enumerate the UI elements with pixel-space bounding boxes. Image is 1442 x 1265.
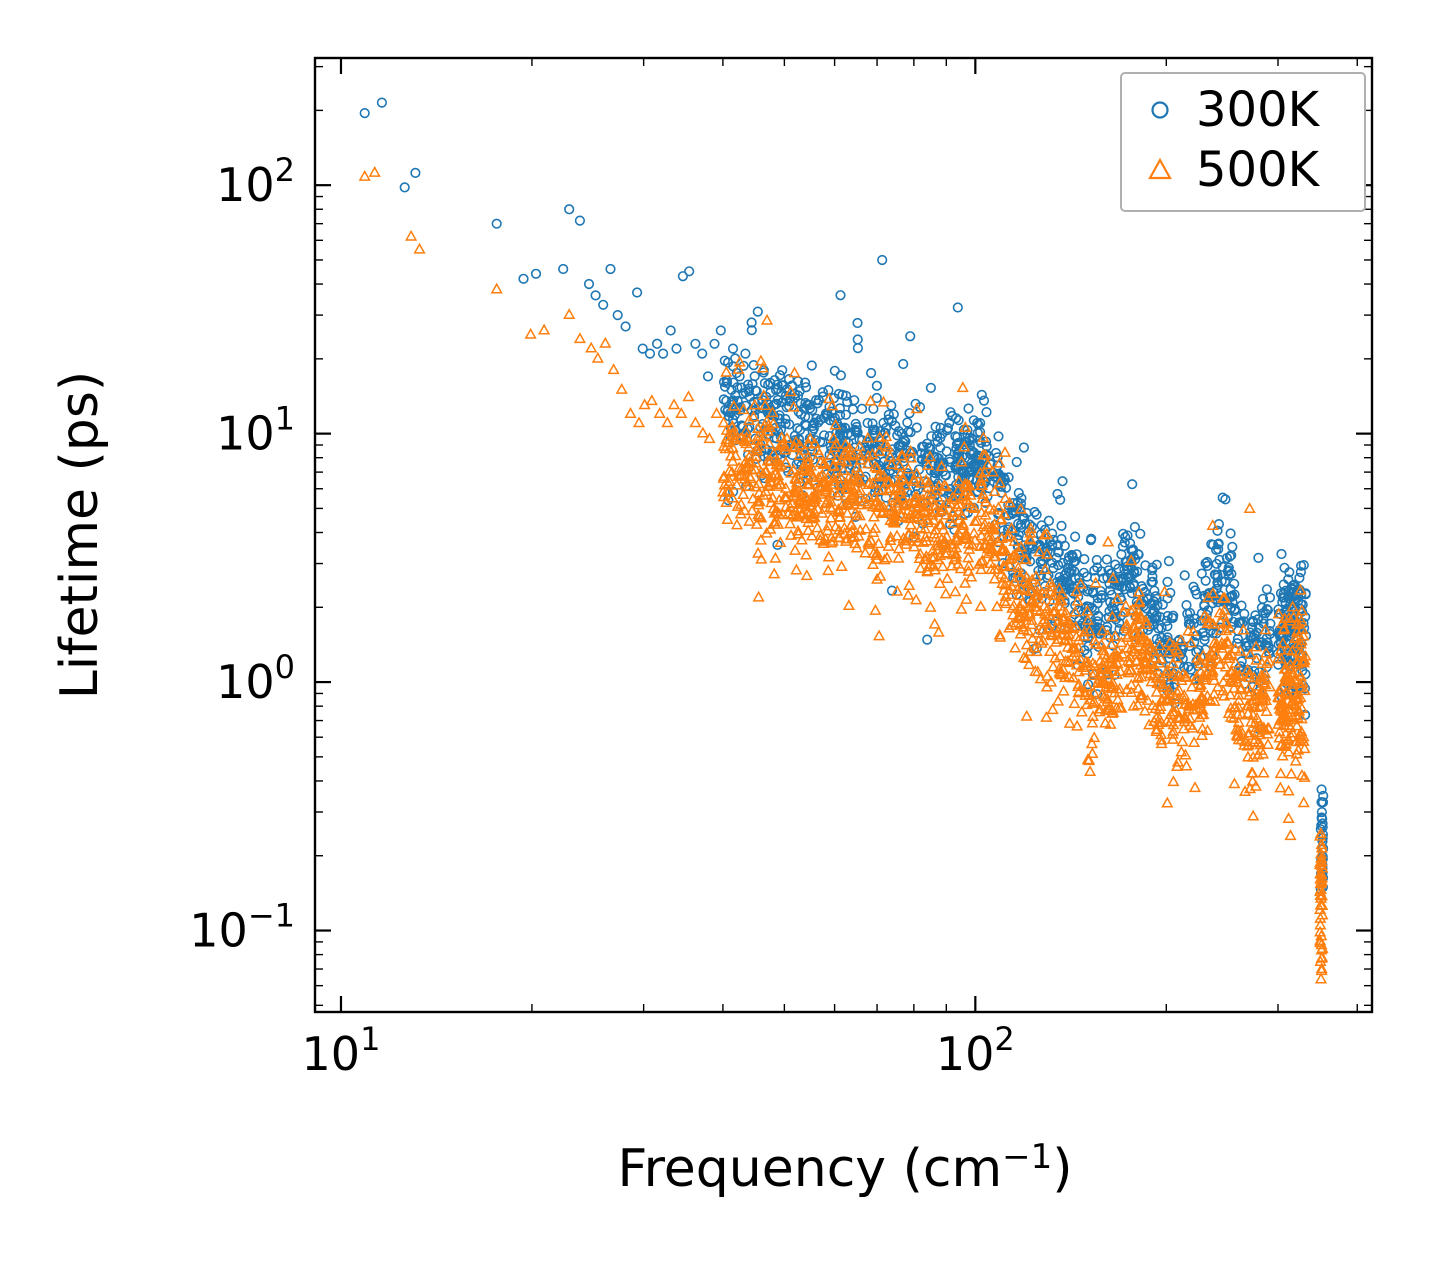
x-axis-label-close: )	[1052, 1139, 1073, 1200]
x-axis-label-text: Frequency (cm	[617, 1139, 1003, 1200]
y-axis-label: Lifetime (ps)	[50, 370, 110, 700]
tick-label-y-1: 100	[216, 648, 295, 709]
legend: 300K 500K	[1120, 72, 1366, 212]
legend-item-300k: 300K	[1142, 86, 1354, 134]
x-axis-label: Frequency (cm−1)	[617, 1137, 1072, 1199]
legend-label-300k: 300K	[1196, 82, 1320, 138]
tick-label-x-10: 101	[302, 1020, 381, 1081]
x-axis-label-superscript: −1	[1002, 1136, 1053, 1177]
axes-frame	[313, 56, 1374, 1014]
legend-label-500k: 500K	[1196, 142, 1320, 198]
legend-item-500k: 500K	[1142, 146, 1354, 194]
tick-label-y-0.1: 10−1	[189, 897, 295, 958]
tick-label-y-10: 101	[216, 400, 295, 461]
tick-label-y-100: 102	[216, 151, 295, 212]
scatter-points-layer	[358, 97, 1329, 984]
tick-label-x-100: 102	[936, 1020, 1015, 1081]
triangle-marker-icon	[1148, 157, 1172, 180]
series-500K-points	[358, 165, 1329, 984]
circle-marker-icon	[1151, 101, 1169, 119]
